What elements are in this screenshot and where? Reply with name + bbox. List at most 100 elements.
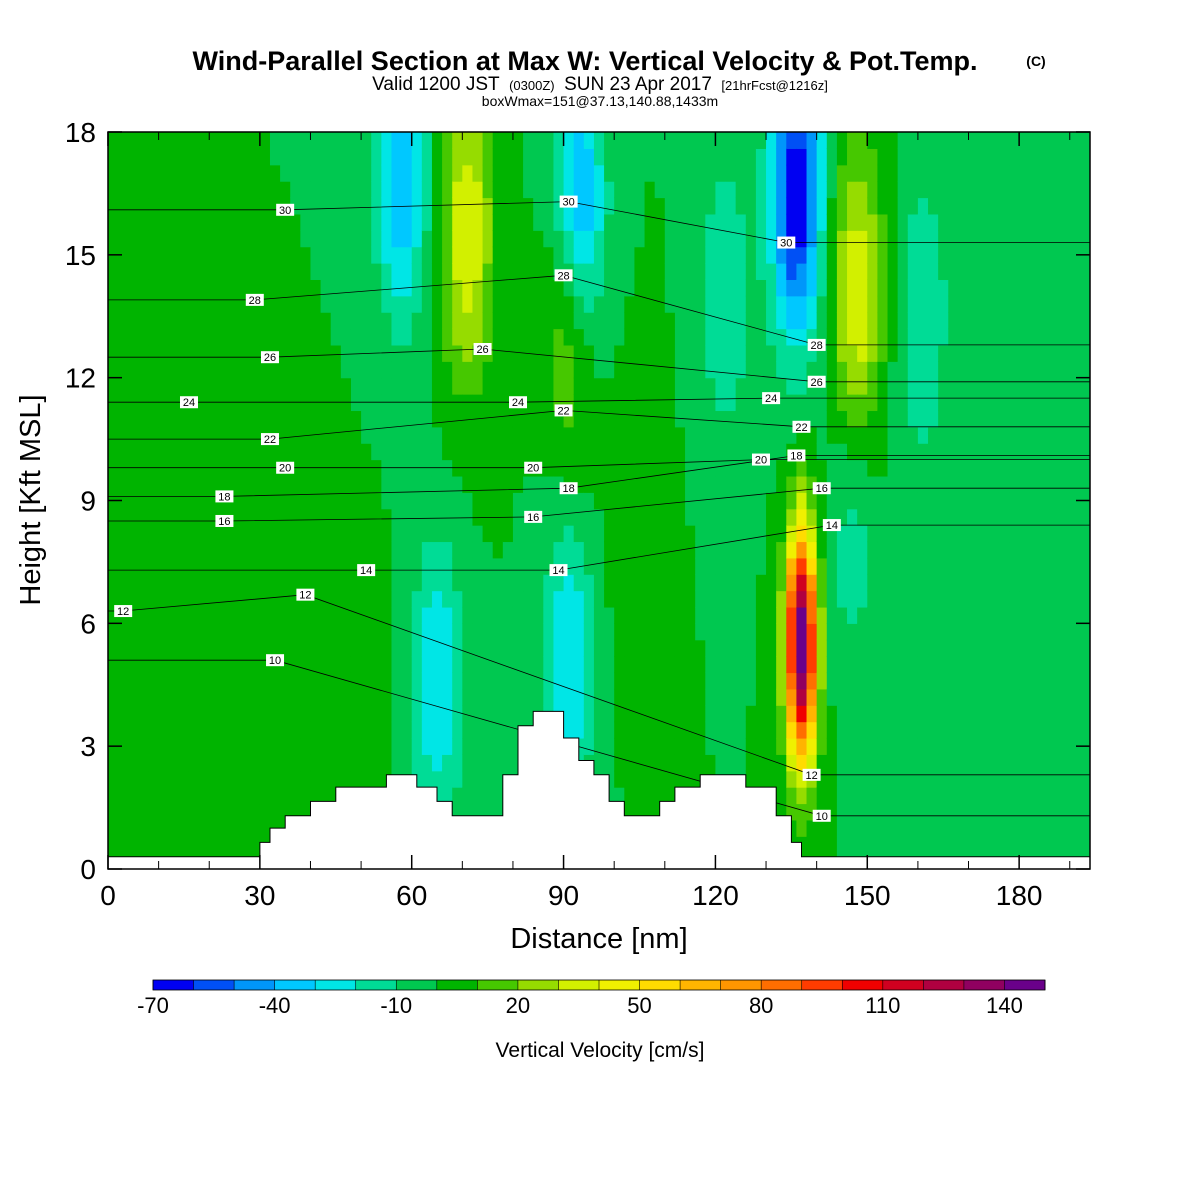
velocity-cell: [381, 754, 392, 771]
velocity-cell: [999, 525, 1010, 542]
velocity-cell: [726, 198, 737, 215]
velocity-cell: [148, 509, 159, 526]
velocity-cell: [746, 623, 757, 640]
velocity-cell: [118, 672, 129, 689]
velocity-cell: [442, 148, 453, 165]
velocity-cell: [240, 345, 251, 362]
velocity-cell: [604, 640, 615, 657]
velocity-cell: [462, 361, 473, 378]
velocity-cell: [624, 181, 635, 198]
velocity-cell: [381, 689, 392, 706]
velocity-cell: [310, 509, 321, 526]
velocity-cell: [726, 705, 737, 722]
velocity-cell: [1070, 443, 1081, 460]
velocity-cell: [452, 574, 463, 591]
velocity-cell: [148, 492, 159, 509]
velocity-cell: [847, 574, 858, 591]
velocity-cell: [624, 541, 635, 558]
contour-label: 20: [279, 463, 291, 475]
velocity-cell: [999, 705, 1010, 722]
velocity-cell: [1060, 378, 1071, 395]
velocity-cell: [665, 738, 676, 755]
velocity-cell: [614, 492, 625, 509]
velocity-cell: [472, 656, 483, 673]
velocity-cell: [331, 492, 342, 509]
velocity-cell: [948, 181, 959, 198]
velocity-cell: [432, 656, 443, 673]
velocity-cell: [412, 329, 423, 346]
velocity-cell: [938, 607, 949, 624]
velocity-cell: [452, 427, 463, 444]
velocity-cell: [290, 705, 301, 722]
velocity-cell: [219, 836, 230, 853]
velocity-cell: [503, 722, 514, 739]
velocity-cell: [422, 771, 433, 788]
velocity-cell: [1029, 640, 1040, 657]
velocity-cell: [1039, 525, 1050, 542]
velocity-cell: [108, 591, 119, 608]
velocity-cell: [918, 640, 929, 657]
velocity-cell: [412, 525, 423, 542]
velocity-cell: [756, 279, 767, 296]
velocity-cell: [1029, 378, 1040, 395]
velocity-cell: [402, 148, 413, 165]
velocity-cell: [270, 247, 281, 264]
velocity-cell: [1029, 443, 1040, 460]
velocity-cell: [432, 525, 443, 542]
velocity-cell: [341, 148, 352, 165]
velocity-cell: [483, 738, 494, 755]
velocity-cell: [776, 279, 787, 296]
velocity-cell: [746, 525, 757, 542]
velocity-cell: [391, 525, 402, 542]
velocity-cell: [209, 132, 220, 149]
velocity-cell: [219, 607, 230, 624]
velocity-cell: [533, 361, 544, 378]
velocity-cell: [928, 165, 939, 182]
velocity-cell: [796, 345, 807, 362]
velocity-cell: [310, 738, 321, 755]
y-tick-label: 18: [65, 117, 96, 148]
velocity-cell: [300, 574, 311, 591]
velocity-cell: [837, 656, 848, 673]
velocity-cell: [867, 361, 878, 378]
velocity-cell: [229, 312, 240, 329]
velocity-cell: [1050, 132, 1061, 149]
velocity-cell: [1029, 820, 1040, 837]
velocity-cell: [462, 672, 473, 689]
velocity-cell: [381, 607, 392, 624]
velocity-cell: [1080, 148, 1091, 165]
velocity-cell: [513, 312, 524, 329]
velocity-cell: [442, 640, 453, 657]
velocity-cell: [736, 558, 747, 575]
velocity-cell: [1029, 492, 1040, 509]
velocity-cell: [857, 509, 868, 526]
velocity-cell: [705, 476, 716, 493]
velocity-cell: [877, 672, 888, 689]
velocity-cell: [604, 329, 615, 346]
velocity-cell: [128, 574, 139, 591]
velocity-cell: [533, 198, 544, 215]
velocity-cell: [888, 803, 899, 820]
velocity-cell: [604, 345, 615, 362]
velocity-cell: [888, 738, 899, 755]
velocity-cell: [675, 247, 686, 264]
velocity-cell: [614, 181, 625, 198]
velocity-cell: [655, 427, 666, 444]
velocity-cell: [736, 279, 747, 296]
velocity-cell: [857, 623, 868, 640]
velocity-cell: [523, 525, 534, 542]
velocity-cell: [736, 312, 747, 329]
velocity-cell: [331, 689, 342, 706]
velocity-cell: [979, 492, 990, 509]
velocity-cell: [979, 623, 990, 640]
velocity-cell: [462, 214, 473, 231]
velocity-cell: [321, 214, 332, 231]
velocity-cell: [685, 148, 696, 165]
velocity-cell: [776, 705, 787, 722]
velocity-cell: [1080, 607, 1091, 624]
velocity-cell: [462, 722, 473, 739]
velocity-cell: [331, 165, 342, 182]
velocity-cell: [675, 279, 686, 296]
velocity-cell: [452, 656, 463, 673]
velocity-cell: [746, 165, 757, 182]
